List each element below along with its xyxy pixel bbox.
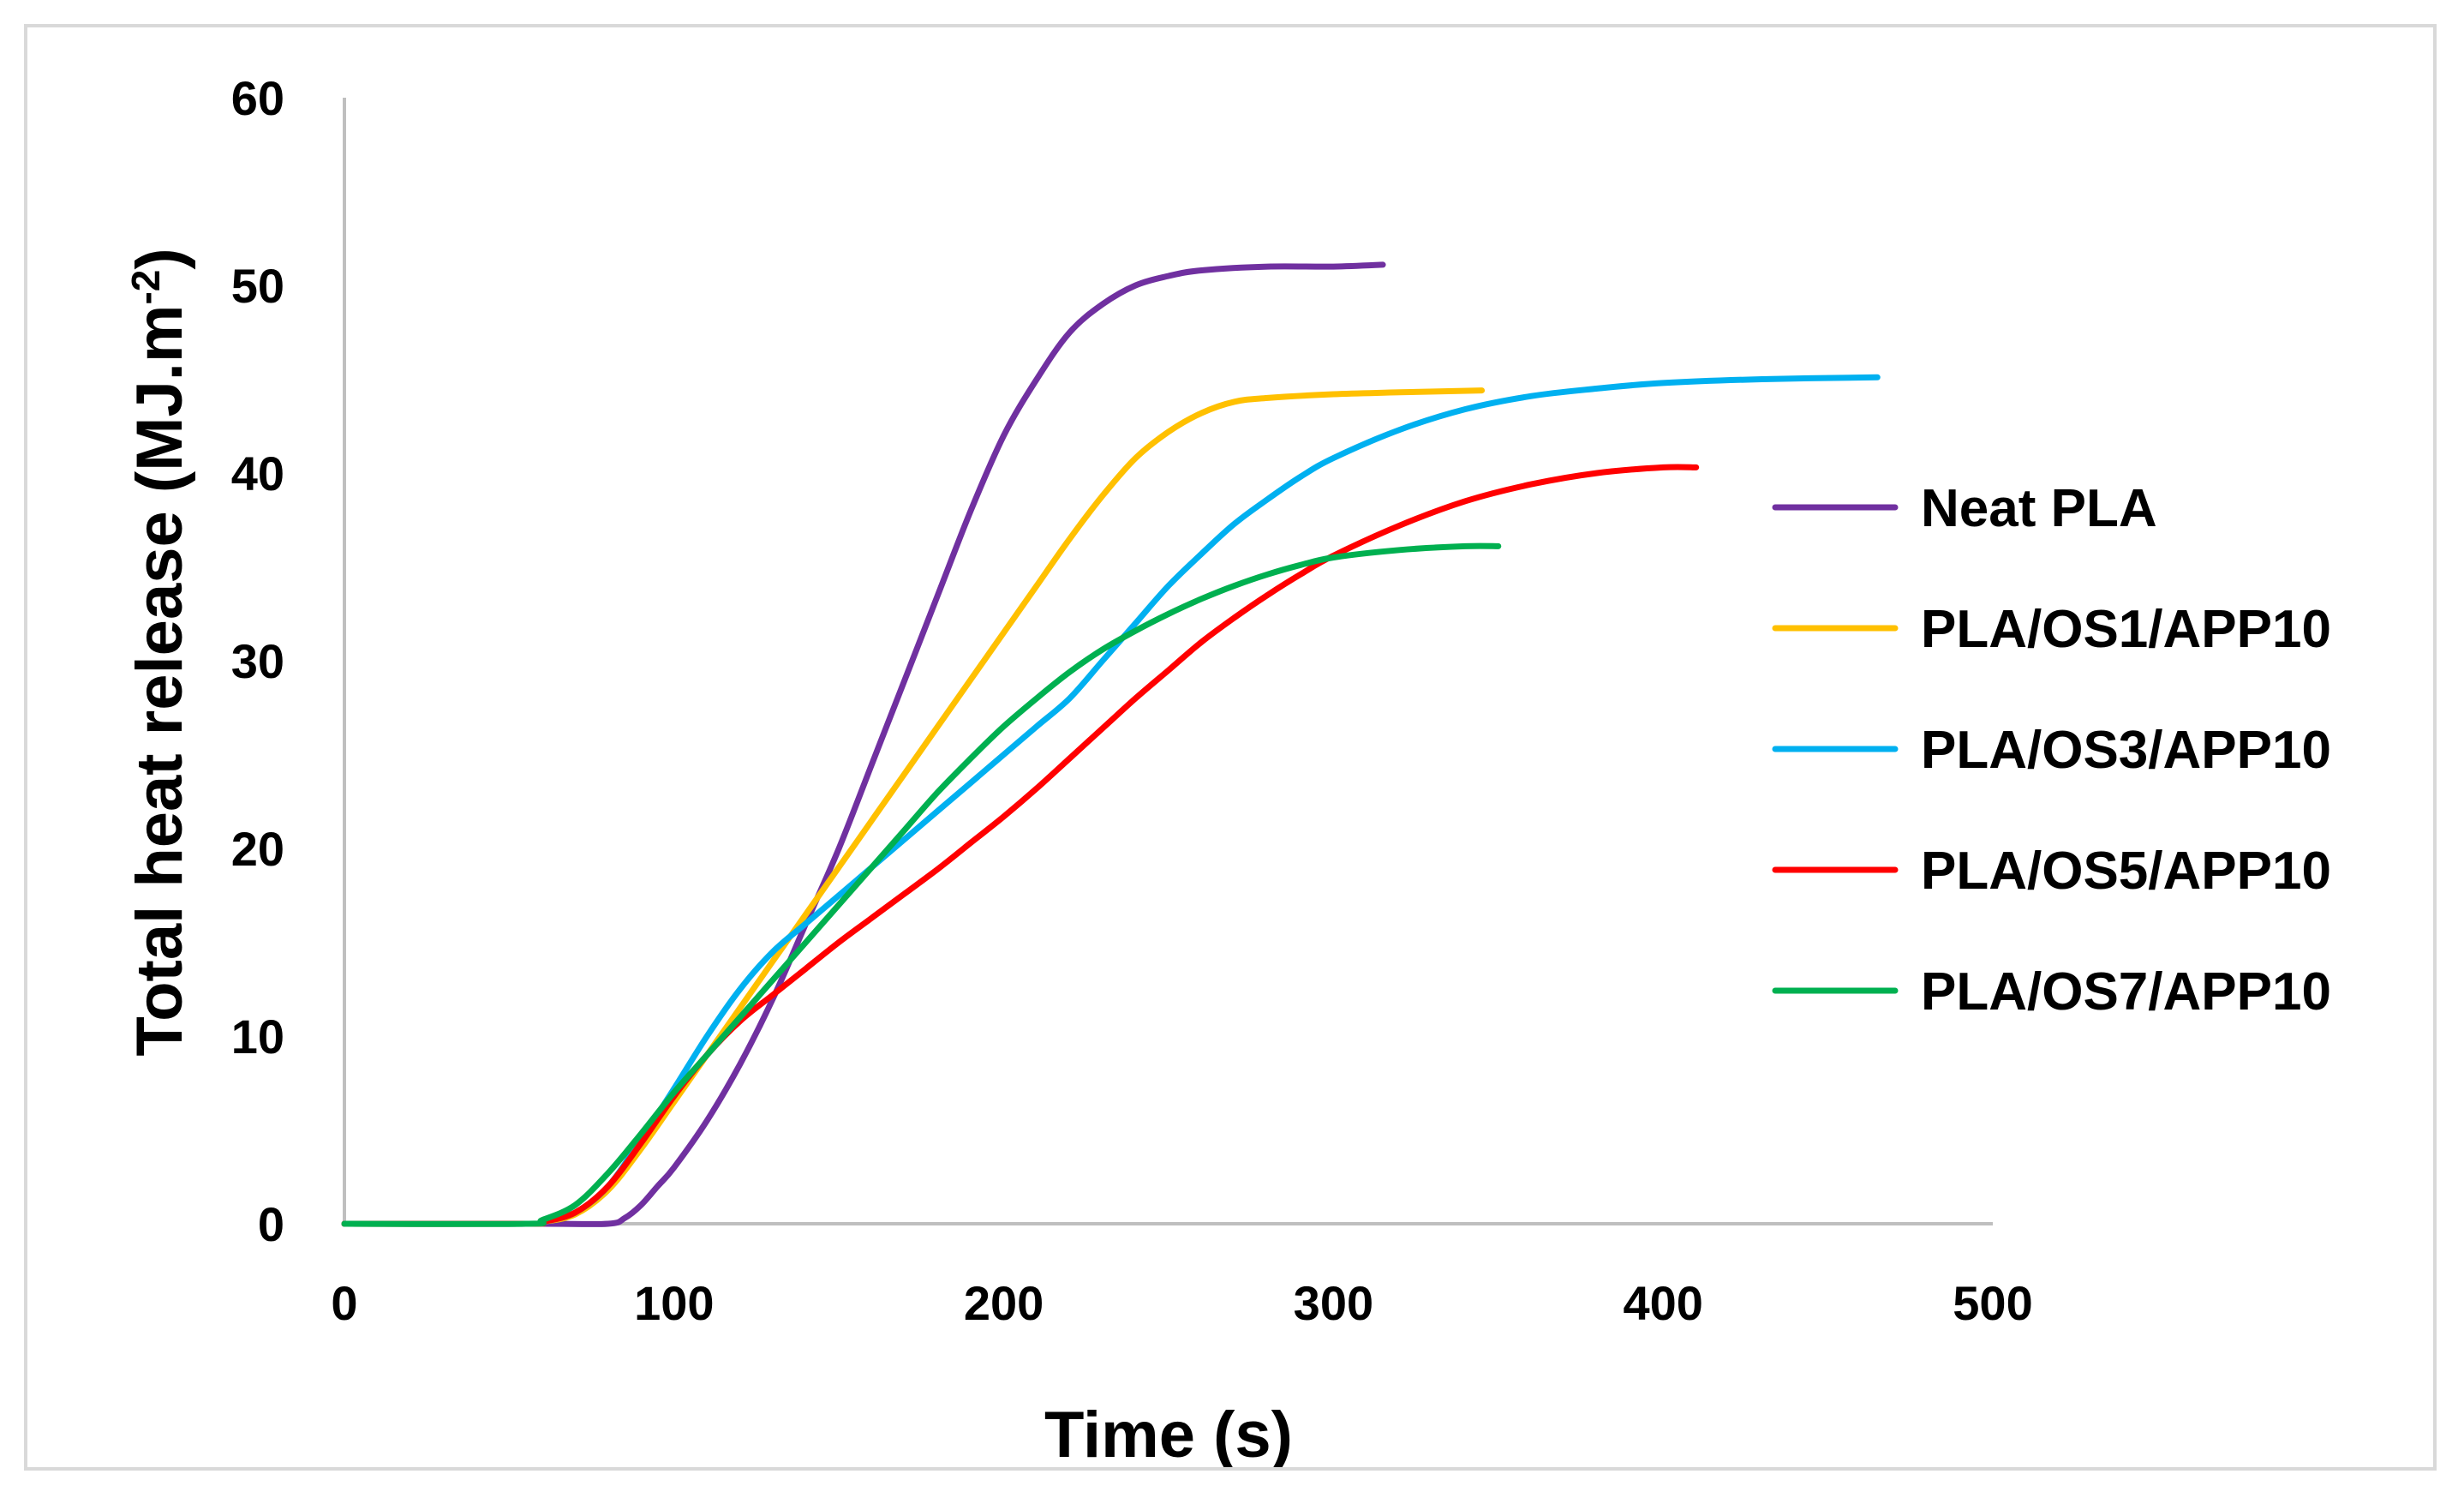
y-axis-title: Total heat release (MJ.m-2)	[123, 248, 196, 1056]
x-tick-label: 300	[1294, 1276, 1373, 1330]
series-line-pla-os3-app10	[341, 374, 1881, 1227]
y-tick-label: 0	[258, 1197, 284, 1251]
y-tick-label: 30	[231, 634, 284, 688]
series-line-pla-os7-app10	[341, 542, 1502, 1227]
series-line-pla-os1-app10	[341, 387, 1486, 1227]
legend-label-neat-pla: Neat PLA	[1921, 479, 2157, 538]
x-tick-label: 0	[331, 1276, 357, 1330]
legend-label-pla-os5-app10: PLA/OS5/APP10	[1921, 842, 2331, 901]
y-axis-title-main: Total heat release (MJ.m	[123, 305, 196, 1057]
x-tick-label: 500	[1953, 1276, 2032, 1330]
series-line-neat-pla	[341, 261, 1386, 1227]
legend-label-pla-os1-app10: PLA/OS1/APP10	[1921, 600, 2331, 659]
legend-label-pla-os3-app10: PLA/OS3/APP10	[1921, 721, 2331, 780]
y-axis-title-superscript: -2	[123, 270, 168, 305]
y-tick-labels: 0 10 20 30 40 50 60	[231, 71, 284, 1251]
series-lines	[341, 261, 1881, 1227]
series-line-pla-os5-app10	[341, 464, 1700, 1227]
x-tick-label: 400	[1623, 1276, 1702, 1330]
axes	[343, 98, 1993, 1225]
x-tick-labels: 0 100 200 300 400 500	[331, 1276, 2032, 1330]
chart-frame: 0 10 20 30 40 50 60 0 100 200 300 400 500 Time (s) …	[24, 24, 2437, 1471]
x-tick-label: 200	[964, 1276, 1044, 1330]
y-tick-label: 20	[231, 822, 284, 876]
y-tick-label: 50	[231, 259, 284, 313]
y-tick-label: 60	[231, 71, 284, 125]
legend: Neat PLA PLA/OS1/APP10 PLA/OS3/APP10 PLA/OS…	[1772, 479, 2331, 1022]
x-tick-label: 100	[634, 1276, 714, 1330]
legend-label-pla-os7-app10: PLA/OS7/APP10	[1921, 962, 2331, 1022]
y-tick-label: 40	[231, 446, 284, 500]
y-tick-label: 10	[231, 1010, 284, 1064]
x-axis-title: Time (s)	[1044, 1399, 1293, 1467]
y-axis-title-close: )	[123, 248, 196, 269]
